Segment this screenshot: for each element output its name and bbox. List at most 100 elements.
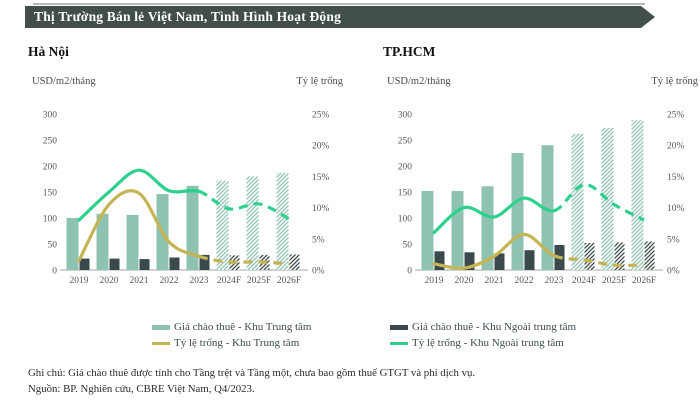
legend-item-rent-cbd: Giá chào thuê - Khu Trung tâm <box>152 321 380 333</box>
x-axis-label: 2019 <box>70 276 89 286</box>
legend-item-vacancy-noncbd: Tỷ lệ trống - Khu Ngoài trung tâm <box>390 337 576 349</box>
left-axis-tick: 100 <box>43 215 58 225</box>
bar-cbd-2022 <box>511 153 524 270</box>
hcmc-right-axis-unit: Tỷ lệ trống <box>651 76 698 87</box>
hanoi-axis-units: USD/m2/tháng Tỷ lệ trống <box>28 76 343 90</box>
legend-label: Tỷ lệ trống - Khu Ngoài trung tâm <box>412 337 564 349</box>
hcmc-chart-block: TP.HCM USD/m2/tháng Tỷ lệ trống 0 50 100 15… <box>383 44 698 298</box>
x-axis-label: 2020 <box>455 276 474 286</box>
vacancy-noncbd-swatch-icon <box>390 341 408 345</box>
bar-cbd-2020 <box>451 191 464 270</box>
right-axis-tick: 5% <box>312 235 325 245</box>
right-axis-tick: 15% <box>667 173 685 183</box>
bar-noncbd-2026F <box>644 241 655 270</box>
hanoi-chart-block: Hà Nội USD/m2/tháng Tỷ lệ trống 0 50 100 15… <box>28 44 343 298</box>
bar-cbd-2021 <box>481 186 494 270</box>
hanoi-left-axis-unit: USD/m2/tháng <box>32 76 96 87</box>
bar-noncbd-2019 <box>434 251 445 270</box>
page-title: Thị Trường Bán lẻ Việt Nam, Tình Hình Ho… <box>34 9 342 24</box>
bar-cbd-2025F <box>246 176 259 270</box>
x-axis-label: 2019 <box>425 276 444 286</box>
title-banner: Thị Trường Bán lẻ Việt Nam, Tình Hình Ho… <box>25 6 655 28</box>
x-axis-label: 2021 <box>130 276 149 286</box>
hcmc-left-axis-unit: USD/m2/tháng <box>387 76 451 87</box>
legend-label: Giá chào thuê - Khu Ngoài trung tâm <box>412 321 577 333</box>
vacancy-line-cbd-forecast-dashed <box>198 254 290 266</box>
rent-noncbd-swatch-icon <box>390 324 408 330</box>
x-axis-label: 2022 <box>160 276 179 286</box>
legend-label: Giá chào thuê - Khu Trung tâm <box>174 321 312 333</box>
x-axis-label: 2021 <box>485 276 504 286</box>
left-axis-tick: 50 <box>403 241 413 251</box>
x-axis-label: 2023 <box>190 276 209 286</box>
vacancy-line-cbd-forecast-dashed <box>553 254 645 267</box>
bar-noncbd-2021 <box>139 259 150 270</box>
bar-cbd-2021 <box>126 214 139 270</box>
vacancy-cbd-swatch-icon <box>152 341 170 345</box>
left-axis-tick: 250 <box>398 137 413 147</box>
legend-item-vacancy-cbd: Tỷ lệ trống - Khu Trung tâm <box>152 337 380 349</box>
bar-noncbd-2025F <box>614 242 625 270</box>
left-axis-tick: 50 <box>48 241 58 251</box>
vacancy-line-noncbd-forecast-dashed <box>198 189 290 221</box>
right-axis-tick: 20% <box>667 142 685 152</box>
vacancy-line-cbd-solid <box>77 189 201 263</box>
chart-title-hcmc: TP.HCM <box>383 44 436 59</box>
hcmc-axis-units: USD/m2/tháng Tỷ lệ trống <box>383 76 698 90</box>
x-axis-label: 2020 <box>100 276 119 286</box>
right-axis-tick: 20% <box>312 142 330 152</box>
source-line: Nguồn: BP. Nghiên cứu, CBRE Việt Nam, Q4… <box>28 382 255 395</box>
vacancy-line-noncbd-forecast-dashed <box>553 182 645 222</box>
legend-item-rent-noncbd: Giá chào thuê - Khu Ngoài trung tâm <box>390 321 576 333</box>
bar-noncbd-2021 <box>494 253 505 270</box>
bar-cbd-2023 <box>186 185 199 270</box>
right-axis-tick: 10% <box>312 204 330 214</box>
left-axis-tick: 0 <box>407 267 412 277</box>
hanoi-chart: 0 50 100 150 200 250 300 0% 5% 10% 15% 20% 25% 2019 20… <box>43 111 330 287</box>
bar-cbd-2024F <box>571 133 584 270</box>
chart-title-hanoi: Hà Nội <box>28 44 69 59</box>
bar-noncbd-2022 <box>524 250 535 270</box>
bar-noncbd-2024F <box>584 243 595 270</box>
vacancy-line-cbd-solid <box>432 232 556 270</box>
hcmc-chart: 0 50 100 150 200 250 300 0% 5% 10% 15% 20% 25% 2019 20… <box>398 111 685 287</box>
x-axis-label: 2022 <box>515 276 534 286</box>
left-axis-tick: 150 <box>398 189 413 199</box>
x-axis-label: 2024F <box>572 276 596 286</box>
right-axis-tick: 25% <box>312 111 330 121</box>
bar-noncbd-2022 <box>169 257 180 270</box>
right-axis-tick: 10% <box>667 204 685 214</box>
bar-noncbd-2026F <box>289 254 300 270</box>
bar-noncbd-2023 <box>199 254 210 270</box>
right-axis-tick: 0% <box>312 267 325 277</box>
left-axis-tick: 300 <box>43 111 58 121</box>
bar-cbd-2026F <box>631 120 644 270</box>
x-axis-label: 2025F <box>247 276 271 286</box>
right-axis-tick: 5% <box>667 235 680 245</box>
left-axis-tick: 0 <box>52 267 57 277</box>
bar-cbd-2019 <box>66 218 79 270</box>
footnotes: Ghi chú: Giá chào thuê được tính cho Tần… <box>28 366 475 397</box>
x-axis-label: 2024F <box>217 276 241 286</box>
x-axis-label: 2023 <box>545 276 564 286</box>
bar-noncbd-2019 <box>79 258 90 270</box>
left-axis-tick: 150 <box>43 189 58 199</box>
vacancy-line-noncbd-solid <box>432 196 556 235</box>
x-axis-label: 2025F <box>602 276 626 286</box>
bar-cbd-2026F <box>276 172 289 270</box>
x-axis-label: 2026F <box>277 276 301 286</box>
left-axis-tick: 300 <box>398 111 413 121</box>
bar-cbd-2024F <box>216 180 229 270</box>
right-axis-tick: 15% <box>312 173 330 183</box>
bar-noncbd-2020 <box>109 258 120 270</box>
vacancy-line-noncbd-solid <box>77 168 201 222</box>
legend: Giá chào thuê - Khu Trung tâm Giá chào t… <box>152 321 576 349</box>
note-line: Ghi chú: Giá chào thuê được tính cho Tần… <box>28 367 476 379</box>
bar-noncbd-2020 <box>464 252 475 270</box>
x-axis-label: 2026F <box>632 276 656 286</box>
right-axis-tick: 25% <box>667 111 685 121</box>
bar-cbd-2019 <box>421 191 434 270</box>
right-axis-tick: 0% <box>667 267 680 277</box>
left-axis-tick: 200 <box>398 163 413 173</box>
